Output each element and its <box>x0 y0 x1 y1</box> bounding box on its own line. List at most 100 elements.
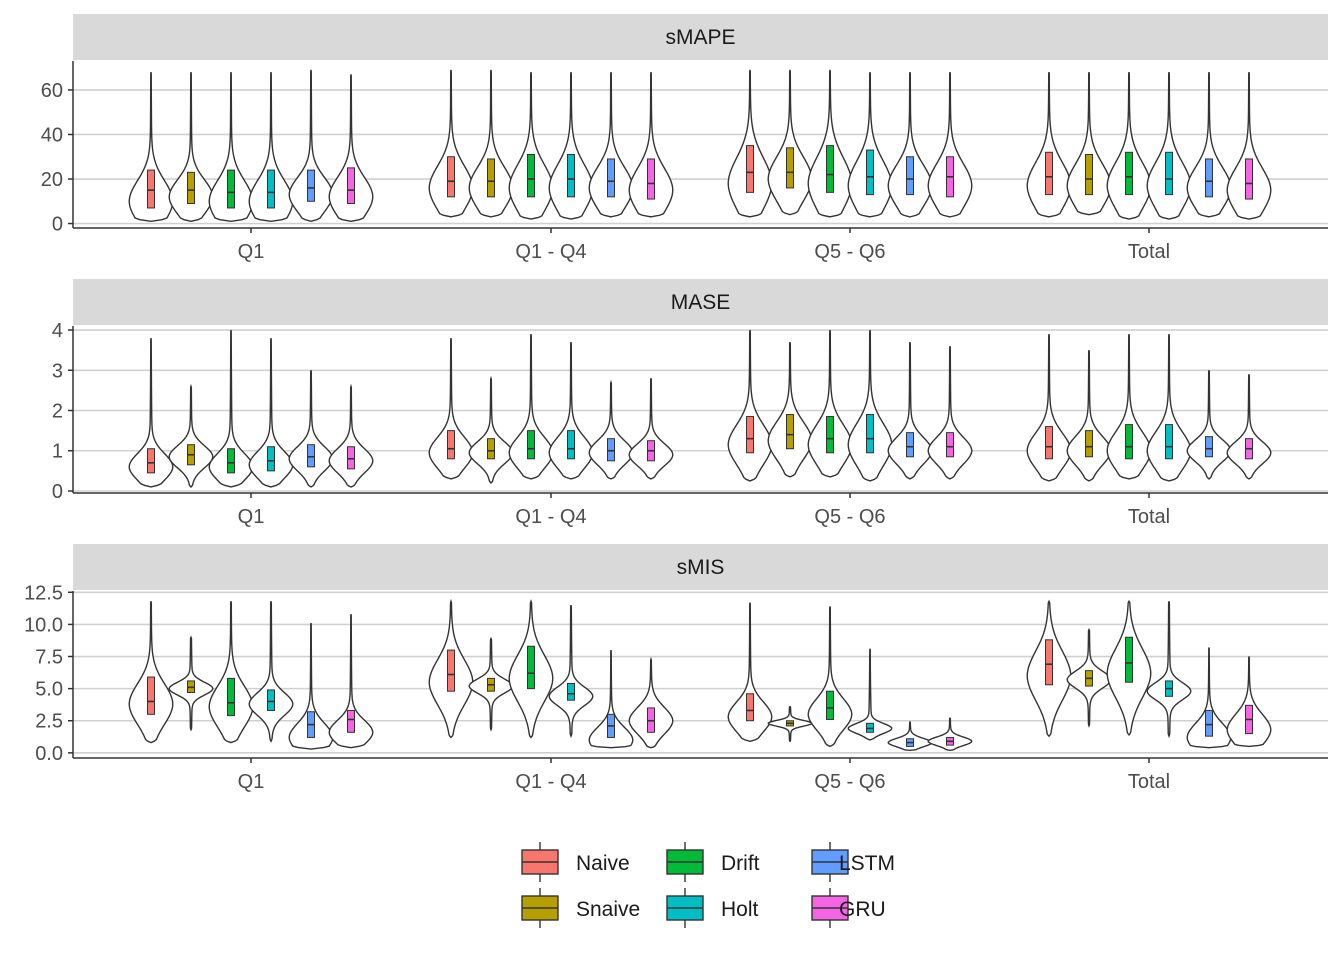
violin-mase-q1-gru <box>328 383 374 488</box>
y-tick-label-smis-5: 12.5 <box>24 582 63 604</box>
violin-smape-q5-q6-drift <box>807 69 853 218</box>
violin-mase-q1-drift <box>208 329 254 488</box>
x-tick-label-smis-2: Q5 - Q6 <box>814 771 885 793</box>
y-tick-label-mase-4: 4 <box>52 320 63 342</box>
box-mase-total-naive <box>1045 426 1053 460</box>
y-tick-label-smis-3: 7.5 <box>35 647 63 669</box>
box-smape-q1-q4-drift <box>527 154 535 198</box>
box-mase-q1-lstm <box>307 444 315 468</box>
box-mase-q5-q6-naive <box>746 416 754 454</box>
x-tick-label-mase-3: Total <box>1128 506 1170 528</box>
violin-smape-total-lstm <box>1186 72 1232 218</box>
y-tick-label-smape-1: 20 <box>41 169 63 191</box>
y-tick-label-smis-0: 0.0 <box>35 743 63 765</box>
violin-mase-q1-q4-lstm <box>588 379 634 480</box>
box-mase-q5-q6-lstm <box>906 432 914 458</box>
y-tick-label-mase-1: 1 <box>52 441 63 463</box>
legend-label-holt: Holt <box>721 898 759 921</box>
strip-smape <box>73 14 1328 60</box>
violin-mase-q1-q4-holt <box>548 341 594 480</box>
violin-smis-q1-holt <box>248 601 294 743</box>
box-smape-q1-q4-naive <box>447 156 455 198</box>
y-tick-label-mase-0: 0 <box>52 481 63 503</box>
violin-mase-q5-q6-snaive <box>767 341 813 478</box>
violin-smape-q5-q6-holt <box>847 72 893 218</box>
violin-smis-q1-naive <box>128 601 174 744</box>
violin-smape-q1-q4-gru <box>628 72 674 218</box>
box-smis-q1-q4-naive <box>447 649 455 692</box>
box-mase-q1-q4-holt <box>567 430 575 460</box>
box-smape-q1-naive <box>147 169 155 209</box>
y-tick-label-smape-0: 0 <box>52 214 63 236</box>
box-mase-q5-q6-holt <box>866 414 874 454</box>
box-smis-q1-holt <box>267 689 275 711</box>
box-smape-q1-gru <box>347 167 355 205</box>
violin-smape-q1-q4-holt <box>548 72 594 220</box>
violin-smis-q1-lstm <box>288 623 334 750</box>
box-smis-q1-q4-drift <box>527 645 535 690</box>
violin-mase-q1-lstm <box>288 370 334 488</box>
box-smape-total-holt <box>1165 151 1173 196</box>
box-mase-total-drift <box>1125 424 1133 460</box>
box-mase-q1-holt <box>267 446 275 472</box>
x-tick-label-smis-1: Q1 - Q4 <box>515 771 586 793</box>
box-smis-q1-q4-holt <box>567 682 575 701</box>
box-smis-q1-gru <box>347 709 355 733</box>
violin-smis-q5-q6-naive <box>727 602 773 743</box>
box-mase-q1-q4-snaive <box>487 438 495 460</box>
violin-smis-q5-q6-holt <box>847 648 893 741</box>
violin-smape-q1-naive <box>128 72 174 223</box>
box-smape-q5-q6-naive <box>746 145 754 193</box>
box-smape-total-gru <box>1245 158 1253 200</box>
strip-smis <box>73 544 1328 590</box>
box-mase-q5-q6-gru <box>946 432 954 458</box>
violin-mase-total-drift <box>1106 333 1152 480</box>
violin-smape-q1-q4-naive <box>428 69 474 218</box>
violin-smape-q1-holt <box>248 72 294 223</box>
x-tick-label-smape-0: Q1 <box>238 241 265 263</box>
violin-smape-q1-q4-drift <box>508 72 554 220</box>
y-tick-label-mase-3: 3 <box>52 360 63 382</box>
violin-mase-q1-holt <box>248 337 294 488</box>
box-smape-q1-q4-lstm <box>607 158 615 198</box>
violin-smape-q5-q6-gru <box>927 72 973 218</box>
box-smis-q1-naive <box>147 676 155 715</box>
violin-smape-total-naive <box>1026 72 1072 218</box>
x-tick-label-smis-3: Total <box>1128 771 1170 793</box>
box-smape-q1-drift <box>227 169 235 209</box>
box-smape-total-naive <box>1045 151 1053 196</box>
box-mase-total-lstm <box>1205 436 1213 458</box>
violin-smis-total-gru <box>1226 656 1272 748</box>
violin-mase-q5-q6-holt <box>847 329 893 482</box>
violin-mase-q5-q6-naive <box>727 329 773 482</box>
violin-smis-total-holt <box>1146 601 1192 739</box>
box-smape-q1-holt <box>267 169 275 209</box>
x-tick-label-smape-3: Total <box>1128 241 1170 263</box>
violin-mase-q1-q4-gru <box>628 378 674 480</box>
y-tick-label-smis-1: 2.5 <box>35 711 63 733</box>
box-smis-total-drift <box>1125 636 1133 683</box>
x-tick-label-mase-2: Q5 - Q6 <box>814 506 885 528</box>
box-mase-q1-q4-naive <box>447 430 455 460</box>
violin-smape-q5-q6-naive <box>727 69 773 218</box>
box-mase-q1-naive <box>147 448 155 474</box>
box-mase-q1-drift <box>227 448 235 474</box>
box-mase-q1-q4-lstm <box>607 438 615 462</box>
panel-title-mase: MASE <box>671 291 731 314</box>
box-smape-total-lstm <box>1205 158 1213 198</box>
violin-mase-total-lstm <box>1186 370 1232 480</box>
panel-title-smis: sMIS <box>677 556 725 579</box>
violin-smape-total-holt <box>1146 72 1192 220</box>
violin-smape-total-drift <box>1106 72 1152 220</box>
violin-smis-total-lstm <box>1186 647 1232 749</box>
y-tick-label-smape-2: 40 <box>41 124 63 146</box>
violin-smape-q5-q6-lstm <box>887 72 933 218</box>
box-smape-q5-q6-drift <box>826 145 834 193</box>
box-smis-q5-q6-naive <box>746 693 754 722</box>
box-smape-q5-q6-holt <box>866 149 874 196</box>
x-tick-label-smape-1: Q1 - Q4 <box>515 241 586 263</box>
violin-smape-total-snaive <box>1066 72 1112 216</box>
violin-smis-q1-gru <box>328 614 374 749</box>
violin-mase-q1-q4-naive <box>428 337 474 480</box>
